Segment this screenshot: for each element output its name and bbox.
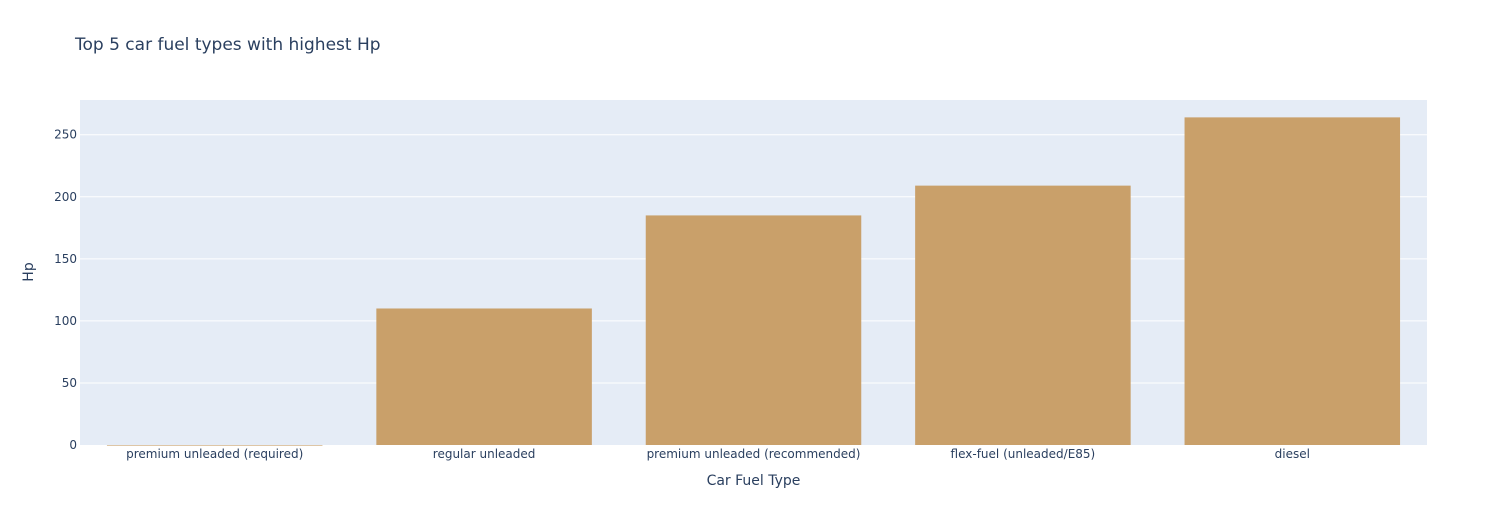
bars [106, 117, 1401, 446]
y-tick-label: 100 [54, 314, 77, 328]
x-axis-title: Car Fuel Type [707, 473, 801, 489]
chart-title: Top 5 car fuel types with highest Hp [74, 35, 381, 55]
y-axis-ticks: 0 50 100 150 200 250 [54, 128, 77, 452]
x-tick-label: diesel [1275, 447, 1310, 461]
y-tick-label: 250 [54, 128, 77, 142]
y-tick-label: 200 [54, 190, 77, 204]
x-tick-label: regular unleaded [433, 447, 536, 461]
x-axis-ticks: premium unleaded (required) regular unlea… [126, 447, 1310, 461]
x-tick-label: premium unleaded (recommended) [647, 447, 861, 461]
y-tick-label: 150 [54, 252, 77, 266]
bar[interactable] [1184, 117, 1401, 446]
bar[interactable] [376, 308, 592, 445]
y-tick-label: 0 [69, 438, 77, 452]
bar[interactable] [915, 185, 1131, 445]
x-tick-label: flex-fuel (unleaded/E85) [951, 447, 1096, 461]
bar[interactable] [106, 445, 323, 446]
y-axis-title: Hp [21, 262, 37, 282]
bar[interactable] [645, 215, 862, 445]
x-tick-label: premium unleaded (required) [126, 447, 303, 461]
y-tick-label: 50 [62, 376, 77, 390]
